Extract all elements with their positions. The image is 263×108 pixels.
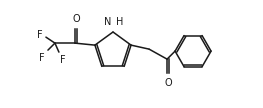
Text: H: H [116,17,123,27]
Text: F: F [39,53,45,63]
Text: F: F [60,55,65,65]
Text: N: N [104,17,112,27]
Text: O: O [72,14,80,24]
Text: O: O [164,78,172,88]
Text: F: F [37,30,43,40]
